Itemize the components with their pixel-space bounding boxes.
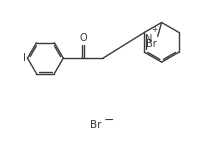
Text: −: − [104, 114, 114, 127]
Text: N: N [145, 34, 153, 44]
Text: O: O [79, 33, 87, 43]
Text: Br: Br [90, 120, 102, 130]
Text: I: I [22, 53, 25, 63]
Text: Br: Br [146, 39, 157, 49]
Text: +: + [151, 25, 157, 34]
